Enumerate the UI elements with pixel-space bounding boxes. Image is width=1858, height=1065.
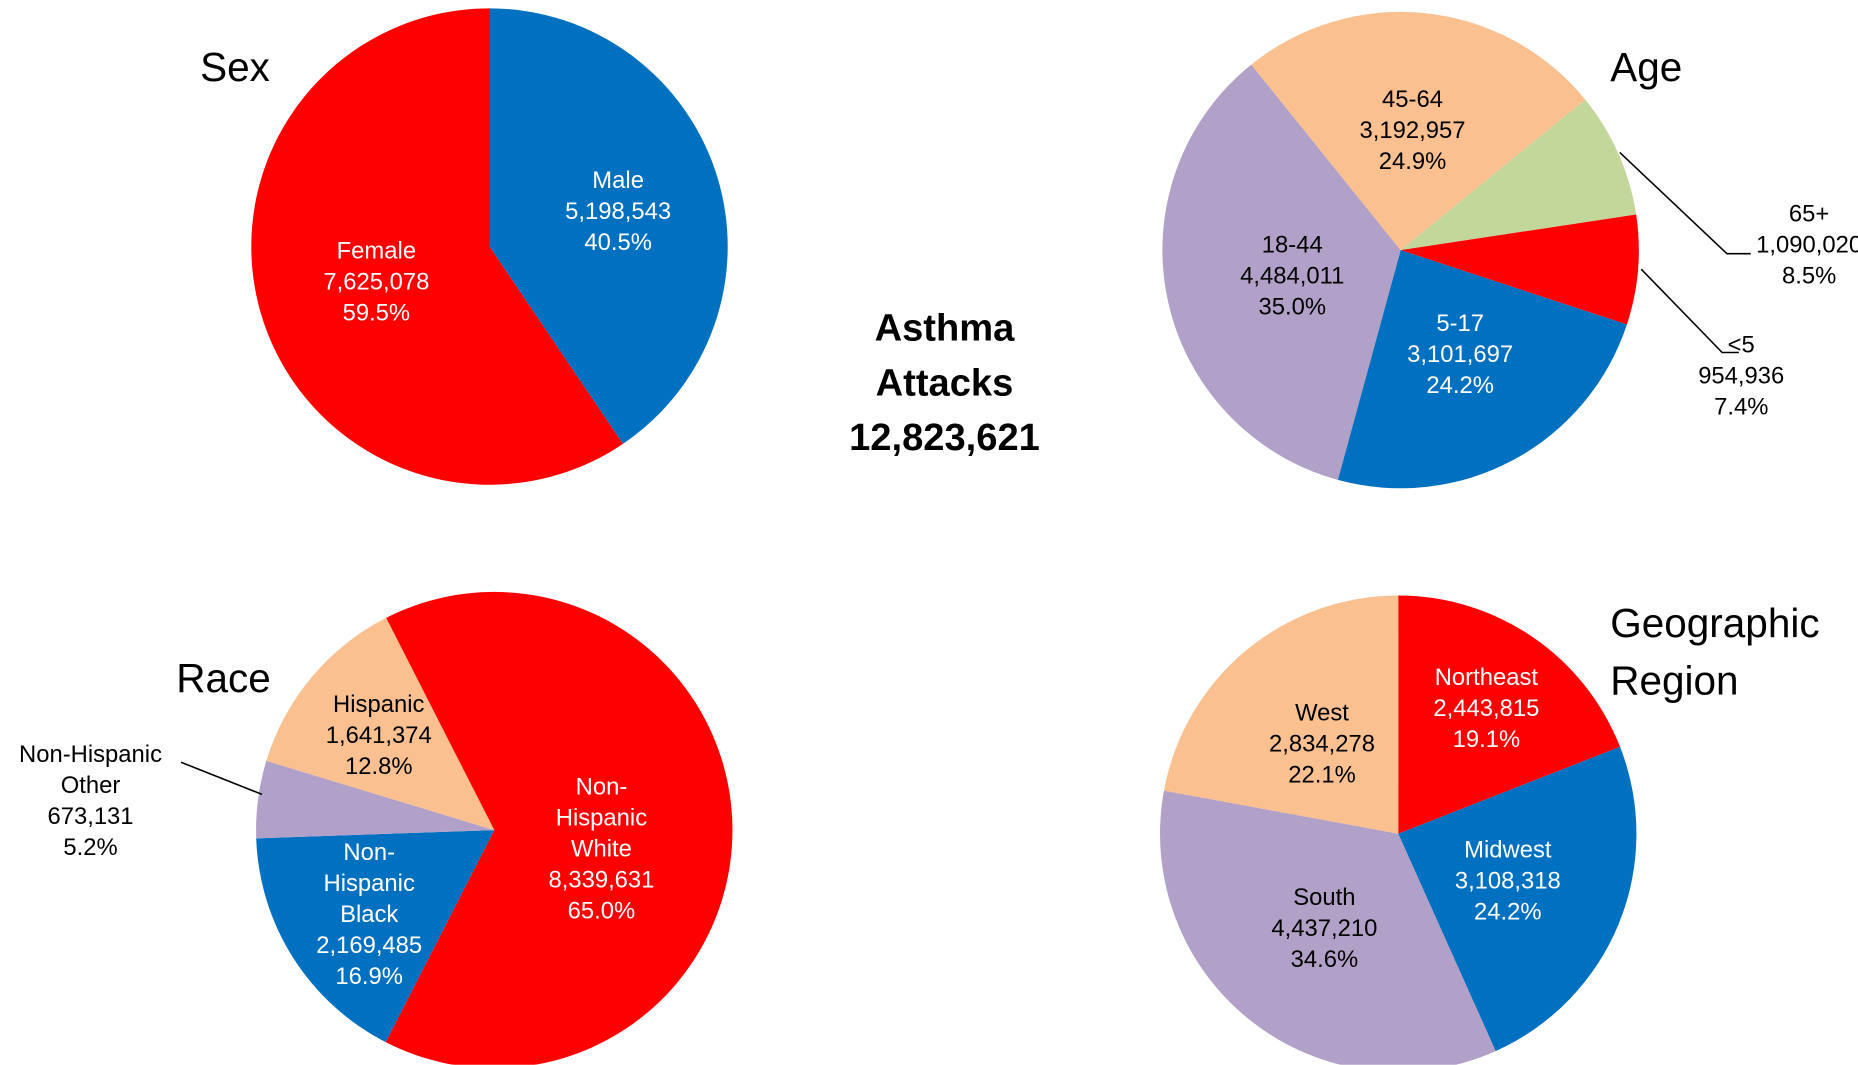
slice-category: Male bbox=[592, 167, 644, 195]
pie-slice bbox=[256, 760, 495, 839]
slice-value: 2,443,815 bbox=[1433, 695, 1540, 722]
slice-percent: 5.2% bbox=[63, 834, 118, 862]
slice-category: Northeast bbox=[1434, 664, 1538, 691]
slice-label: Female 7,625,078 59.5% bbox=[323, 236, 429, 329]
slice-value: 2,169,485 bbox=[316, 932, 423, 959]
slice-percent: 59.5% bbox=[342, 300, 411, 327]
slice-label: South 4,437,210 34.6% bbox=[1271, 883, 1377, 976]
slice-category: Midwest bbox=[1464, 837, 1552, 864]
slice-label: West 2,834,278 22.1% bbox=[1269, 698, 1375, 791]
leader-line bbox=[1619, 151, 1751, 255]
slice-label: <5 954,936 7.4% bbox=[1698, 330, 1784, 423]
slice-percent: 24.2% bbox=[1474, 899, 1542, 926]
pie-slice bbox=[1251, 11, 1586, 251]
pie-slice bbox=[1337, 250, 1627, 489]
slice-value: 8,339,631 bbox=[548, 867, 655, 894]
leader-line bbox=[180, 761, 263, 796]
slice-percent: 22.1% bbox=[1288, 762, 1356, 789]
slice-category: 5-17 bbox=[1436, 310, 1484, 338]
slice-percent: 24.9% bbox=[1378, 148, 1447, 176]
slice-percent: 16.9% bbox=[335, 963, 403, 990]
slice-label: Midwest 3,108,318 24.2% bbox=[1455, 835, 1561, 928]
pie-slice bbox=[256, 830, 495, 1043]
slice-percent: 40.5% bbox=[584, 229, 652, 257]
slice-value: 2,834,278 bbox=[1269, 731, 1376, 758]
slice-category: Hispanic bbox=[333, 691, 425, 719]
leader-line bbox=[1640, 268, 1739, 354]
slice-category: 18-44 bbox=[1261, 232, 1323, 259]
pie-slice bbox=[1398, 595, 1621, 834]
slice-category: West bbox=[1295, 700, 1349, 727]
slice-label: 5-17 3,101,697 24.2% bbox=[1407, 308, 1513, 401]
center-block: Asthma Attacks 12,823,621 bbox=[825, 300, 1063, 464]
chart-title: Sex bbox=[200, 45, 270, 91]
slice-category: Female bbox=[336, 238, 417, 265]
pie-slice bbox=[251, 8, 623, 485]
slice-percent: 19.1% bbox=[1452, 726, 1521, 753]
slice-category: 65+ bbox=[1788, 201, 1830, 228]
slice-category: Non-Hispanic Other bbox=[19, 741, 163, 800]
slice-value: 5,198,543 bbox=[565, 198, 672, 226]
slice-value: 4,484,011 bbox=[1240, 263, 1345, 290]
slice-value: 3,192,957 bbox=[1359, 117, 1466, 145]
slice-category: Non-Hispanic White bbox=[555, 774, 648, 863]
slice-category: South bbox=[1293, 884, 1356, 912]
slice-value: 673,131 bbox=[47, 803, 134, 831]
pie-slice bbox=[1398, 746, 1637, 1052]
pie-slice bbox=[385, 591, 733, 1065]
slice-label: Hispanic 1,641,374 12.8% bbox=[326, 690, 432, 783]
slice-value: 1,090,020 bbox=[1756, 232, 1858, 259]
slice-value: 7,625,078 bbox=[323, 269, 430, 296]
slice-value: 3,108,318 bbox=[1454, 868, 1561, 895]
pie-slice bbox=[1160, 790, 1496, 1065]
center-total: 12,823,621 bbox=[849, 415, 1040, 459]
slice-percent: 7.4% bbox=[1714, 394, 1769, 421]
slice-percent: 8.5% bbox=[1781, 263, 1837, 290]
slice-value: 4,437,210 bbox=[1271, 915, 1378, 943]
slice-label: Non-Hispanic Black 2,169,485 16.9% bbox=[316, 837, 423, 992]
slice-value: 1,641,374 bbox=[325, 722, 432, 750]
slice-category: <5 bbox=[1727, 332, 1755, 359]
pie-slice bbox=[1162, 64, 1401, 480]
pie-slice bbox=[266, 617, 495, 831]
slice-percent: 65.0% bbox=[567, 898, 636, 925]
pie-slice bbox=[1163, 595, 1399, 834]
slice-category: Non-Hispanic Black bbox=[323, 839, 415, 928]
slice-label: Non-Hispanic White 8,339,631 65.0% bbox=[548, 772, 655, 927]
chart-title: Race bbox=[176, 656, 271, 702]
slice-value: 954,936 bbox=[1698, 363, 1785, 390]
chart-title: Age bbox=[1610, 45, 1683, 91]
slice-label: 18-44 4,484,011 35.0% bbox=[1240, 230, 1344, 323]
center-title: Asthma Attacks bbox=[874, 306, 1015, 404]
pie-slice bbox=[1400, 99, 1637, 251]
pie-slice bbox=[489, 8, 728, 444]
pie-slice bbox=[1400, 214, 1639, 325]
slice-value: 3,101,697 bbox=[1407, 341, 1514, 369]
slice-label: 65+ 1,090,020 8.5% bbox=[1756, 199, 1858, 292]
slice-percent: 35.0% bbox=[1258, 294, 1327, 321]
slice-percent: 12.8% bbox=[344, 753, 413, 781]
slice-label: Northeast 2,443,815 19.1% bbox=[1433, 662, 1539, 755]
slice-percent: 24.2% bbox=[1426, 372, 1494, 399]
slice-label: 45-64 3,192,957 24.9% bbox=[1360, 85, 1466, 178]
slice-label: Male 5,198,543 40.5% bbox=[565, 166, 671, 259]
chart-title: Geographic Region bbox=[1610, 601, 1820, 704]
slice-percent: 34.6% bbox=[1290, 946, 1359, 974]
slice-category: 45-64 bbox=[1382, 86, 1443, 114]
slice-label: Non-Hispanic Other 673,131 5.2% bbox=[7, 740, 174, 864]
